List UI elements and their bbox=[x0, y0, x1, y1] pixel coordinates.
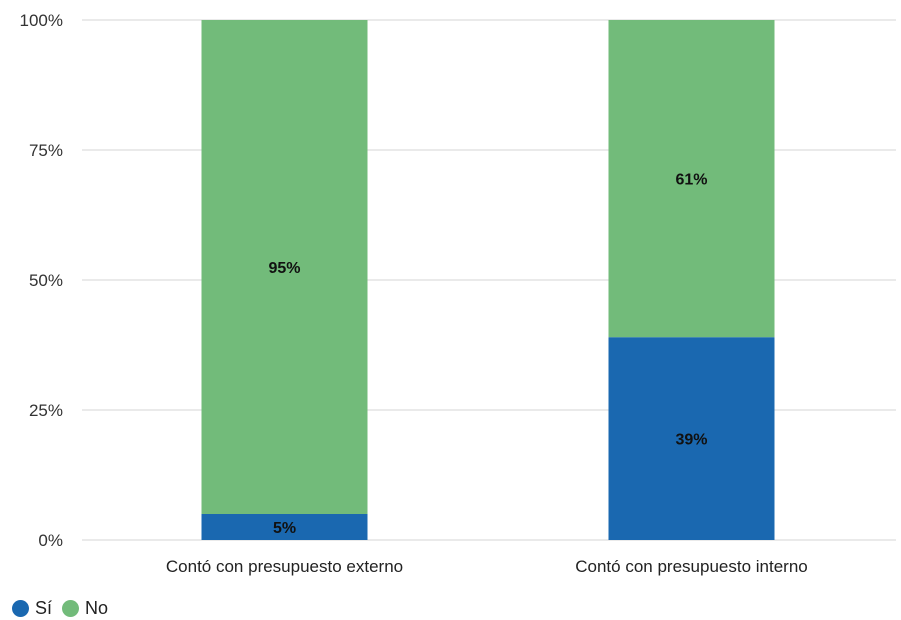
legend-item-no: No bbox=[62, 598, 108, 619]
data-label: 5% bbox=[273, 520, 296, 537]
data-label: 61% bbox=[675, 172, 707, 189]
stacked-bar-chart: 0% 25% 50% 75% 100% 5% 95% Contó con presupuest… bbox=[20, 11, 896, 576]
y-tick-label: 50% bbox=[29, 271, 63, 290]
x-category-label: Contó con presupuesto interno bbox=[575, 557, 808, 576]
bar-segment bbox=[608, 337, 775, 540]
bar-segment bbox=[201, 514, 368, 540]
legend: Sí No bbox=[12, 598, 118, 619]
y-tick-label: 75% bbox=[29, 141, 63, 160]
legend-label-si: Sí bbox=[35, 598, 53, 618]
data-label: 39% bbox=[675, 432, 707, 449]
legend-label-no: No bbox=[85, 598, 109, 618]
bar-segment bbox=[608, 20, 775, 338]
y-tick-label: 0% bbox=[38, 531, 63, 550]
data-label: 95% bbox=[268, 260, 300, 277]
legend-item-si: Sí bbox=[12, 598, 52, 619]
bar-segment bbox=[201, 20, 368, 514]
x-category-label: Contó con presupuesto externo bbox=[166, 557, 403, 576]
y-tick-label: 100% bbox=[20, 11, 63, 30]
legend-swatch-no bbox=[62, 600, 80, 617]
legend-swatch-si bbox=[12, 600, 29, 617]
y-tick-label: 25% bbox=[29, 401, 63, 420]
